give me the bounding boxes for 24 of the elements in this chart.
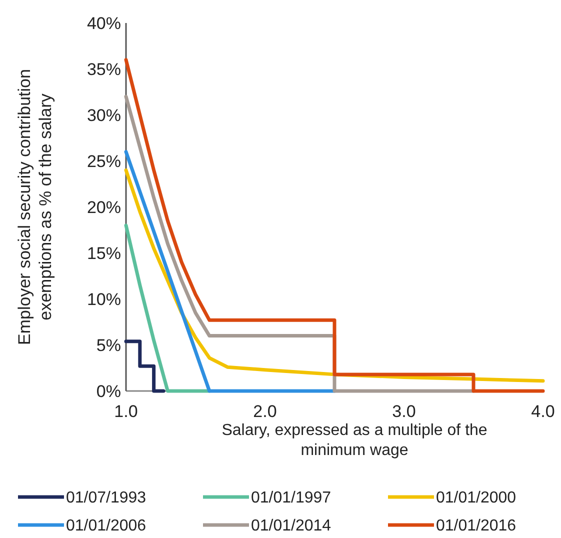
x-axis-title: Salary, expressed as a multiple of the minimum wage bbox=[222, 422, 488, 459]
legend-label: 01/07/1993 bbox=[66, 490, 146, 507]
y-tick-label: 20% bbox=[86, 198, 121, 217]
legend-label: 01/01/1997 bbox=[251, 490, 332, 507]
y-axis-title: Employer social security contribution exemptions as % of the salary bbox=[15, 69, 55, 345]
legend-label: 01/01/2014 bbox=[251, 518, 332, 535]
y-tick-label: 25% bbox=[86, 152, 121, 171]
x-tick-label: 4.0 bbox=[531, 402, 555, 421]
legend-label: 01/01/2016 bbox=[436, 518, 516, 535]
y-tick-label: 0% bbox=[96, 382, 121, 401]
y-tick-label: 40% bbox=[86, 14, 121, 33]
y-tick-label: 15% bbox=[86, 244, 121, 263]
x-tick-label: 3.0 bbox=[392, 402, 416, 421]
legend-label: 01/01/2006 bbox=[66, 518, 146, 535]
y-tick-label: 5% bbox=[96, 336, 121, 355]
x-tick-label: 2.0 bbox=[253, 402, 277, 421]
legend-label: 01/01/2000 bbox=[436, 490, 516, 507]
y-tick-label: 10% bbox=[86, 290, 121, 309]
y-tick-label: 35% bbox=[86, 60, 121, 79]
line-series bbox=[124, 58, 545, 393]
x-tick-label: 1.0 bbox=[114, 402, 138, 421]
line-series bbox=[124, 94, 476, 393]
line-series bbox=[124, 224, 212, 393]
y-tick-label: 30% bbox=[86, 106, 121, 125]
